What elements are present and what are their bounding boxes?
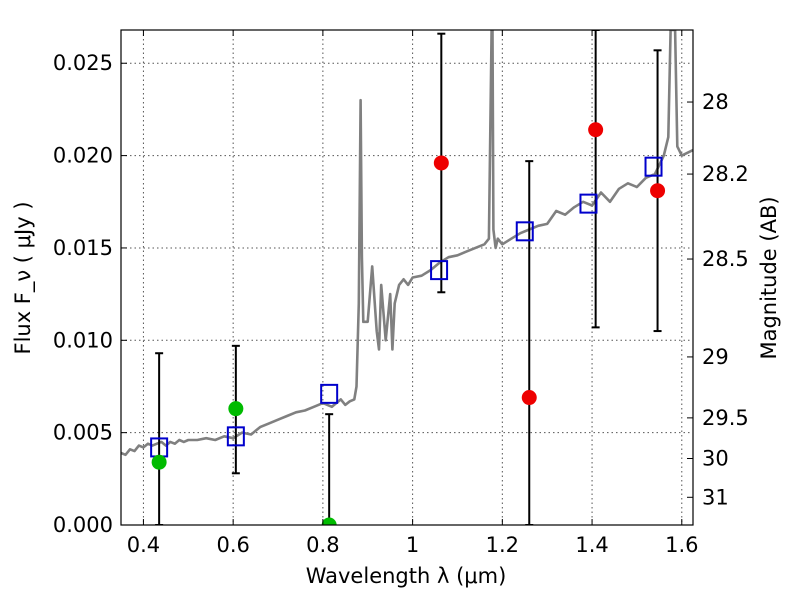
mag-tick-label: 29.5 xyxy=(702,406,749,430)
y-tick-label: 0.020 xyxy=(53,144,113,168)
optical-point xyxy=(321,517,337,525)
spectrum-line xyxy=(121,30,693,457)
detection-point xyxy=(433,155,449,171)
model-photometry-square xyxy=(430,260,449,281)
y-tick-label: 0.025 xyxy=(53,51,113,75)
model-photometry-square xyxy=(515,221,534,242)
model-photometry-square xyxy=(579,193,598,214)
plot-frame xyxy=(120,29,694,526)
y-axis-label: Flux F_ν ( μJy ) xyxy=(11,201,36,354)
grid xyxy=(121,30,693,526)
mag-tick-label: 28 xyxy=(702,90,729,114)
axes: 0.4 0.6 0.8 1 1.2 1.4 1.6 0.000 0.005 0.010 0.015 0… xyxy=(53,30,749,557)
detection-point xyxy=(521,390,537,406)
detection-point xyxy=(588,122,604,138)
mag-tick-label: 30 xyxy=(702,447,729,471)
mag-tick-label: 28.5 xyxy=(702,247,749,271)
y-tick-label: 0.015 xyxy=(53,236,113,260)
y-tick-label: 0.000 xyxy=(53,513,113,537)
x-tick-label: 0.8 xyxy=(306,533,339,557)
mag-tick-label: 28.2 xyxy=(702,162,749,186)
x-tick-label: 1 xyxy=(406,533,419,557)
mag-tick-label: 29 xyxy=(702,345,729,369)
x-tick-label: 1.4 xyxy=(575,533,608,557)
model-photometry-square xyxy=(226,426,245,447)
x-tick-label: 0.6 xyxy=(216,533,249,557)
mag-tick-label: 31 xyxy=(702,485,729,509)
x-tick-label: 1.6 xyxy=(665,533,698,557)
right-y-axis-label: Magnitude (AB) xyxy=(757,196,781,359)
x-tick-label: 0.4 xyxy=(127,533,160,557)
x-tick-label: 1.2 xyxy=(486,533,519,557)
y-tick-label: 0.005 xyxy=(53,421,113,445)
model-photometry-square xyxy=(320,383,339,404)
model-photometry-square xyxy=(644,156,663,177)
plot-area xyxy=(121,30,693,525)
detection-point xyxy=(650,183,666,199)
y-tick-label: 0.010 xyxy=(53,328,113,352)
optical-point xyxy=(151,454,167,470)
optical-point xyxy=(228,401,244,417)
x-axis-label: Wavelength λ (μm) xyxy=(306,564,507,588)
